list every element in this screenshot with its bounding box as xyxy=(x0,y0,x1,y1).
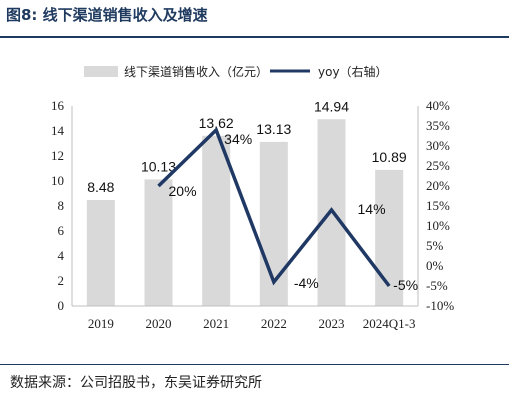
x-tick-label: 2021 xyxy=(203,316,229,331)
left-tick-label: 14 xyxy=(51,123,65,138)
x-tick-label: 2020 xyxy=(146,316,172,331)
right-tick-label: 35% xyxy=(426,118,450,133)
bar-value-label: 10.13 xyxy=(141,158,176,174)
right-axis: -10% -5% 0% 5% 10% 15% 20% 25% 30% 35% 40% xyxy=(417,98,454,313)
right-tick-label: 15% xyxy=(426,198,450,213)
chart: 线下渠道销售收入（亿元） yoy（右轴） 0 2 4 6 8 10 12 14 16 -10% -5… xyxy=(51,64,454,331)
x-tick-label: 2023 xyxy=(319,316,345,331)
source-note: 数据来源：公司招股书，东吴证券研究所 xyxy=(10,375,262,391)
line-series xyxy=(157,126,391,288)
legend-label-bars: 线下渠道销售收入（亿元） xyxy=(124,64,268,79)
yoy-value-label: -4% xyxy=(294,275,319,291)
left-tick-label: 0 xyxy=(58,298,65,313)
left-tick-label: 6 xyxy=(58,223,65,238)
bar-value-label: 10.89 xyxy=(372,149,407,165)
bar xyxy=(144,179,173,306)
left-tick-label: 10 xyxy=(51,173,64,188)
left-tick-label: 12 xyxy=(51,148,64,163)
left-axis: 0 2 4 6 8 10 12 14 16 xyxy=(51,98,73,313)
right-tick-label: 25% xyxy=(426,158,450,173)
bar-labels: 8.48 10.13 13.62 13.13 14.94 10.89 xyxy=(87,98,407,195)
x-axis: 2019 2020 2021 2022 2023 2024Q1-3 xyxy=(72,305,418,331)
x-tick-label: 2022 xyxy=(261,316,287,331)
left-tick-label: 2 xyxy=(58,273,65,288)
bar-value-label: 13.62 xyxy=(199,115,234,131)
legend: 线下渠道销售收入（亿元） yoy（右轴） xyxy=(84,64,388,79)
x-tick-label: 2019 xyxy=(88,316,114,331)
left-tick-label: 4 xyxy=(58,248,65,263)
bar-value-label: 13.13 xyxy=(256,121,291,137)
right-tick-label: 0% xyxy=(426,258,444,273)
figure-title: 图8: 线下渠道销售收入及增速 xyxy=(6,6,208,24)
yoy-value-label: 14% xyxy=(358,201,386,217)
line-labels: 20% 34% -4% 14% -5% xyxy=(169,131,419,293)
yoy-value-label: 34% xyxy=(224,131,252,147)
right-tick-label: 10% xyxy=(426,218,450,233)
right-tick-label: 20% xyxy=(426,178,450,193)
right-tick-label: -10% xyxy=(426,298,454,313)
yoy-value-label: -5% xyxy=(393,277,418,293)
x-tick-label: 2024Q1-3 xyxy=(363,316,416,331)
bar-value-label: 14.94 xyxy=(314,98,349,114)
bar xyxy=(86,200,115,306)
yoy-line xyxy=(157,126,391,288)
bar-value-label: 8.48 xyxy=(87,179,114,195)
left-tick-label: 16 xyxy=(51,98,65,113)
right-tick-label: 30% xyxy=(426,138,450,153)
title-divider xyxy=(0,36,509,38)
bar xyxy=(202,135,231,306)
right-tick-label: 40% xyxy=(426,98,450,113)
right-tick-label: 5% xyxy=(426,238,444,253)
legend-swatch-bars xyxy=(84,66,118,77)
legend-label-line: yoy（右轴） xyxy=(318,64,388,79)
right-tick-label: -5% xyxy=(426,278,448,293)
yoy-value-label: 20% xyxy=(169,183,197,199)
left-tick-label: 8 xyxy=(58,198,65,213)
bar-series xyxy=(86,119,404,306)
source-divider xyxy=(0,364,509,365)
